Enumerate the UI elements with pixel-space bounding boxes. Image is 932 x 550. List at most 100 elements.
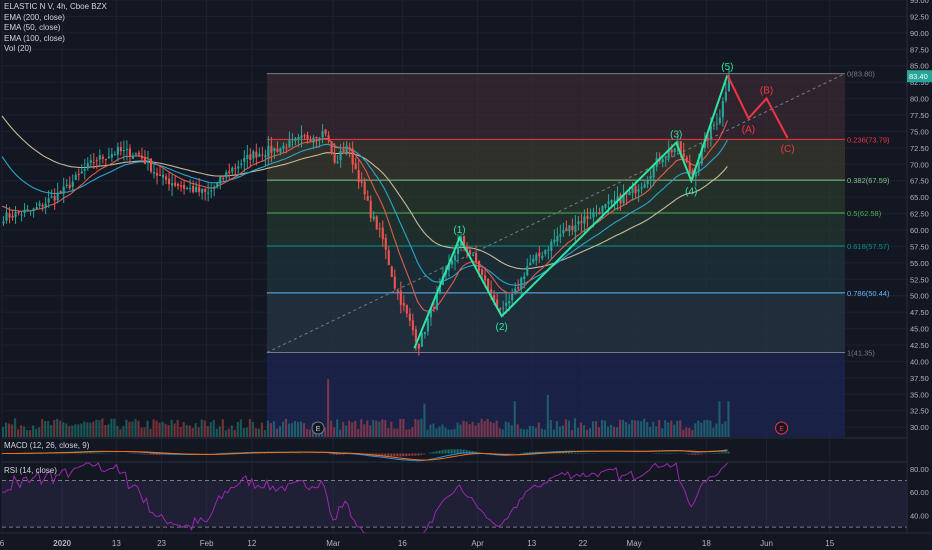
macd-histogram-bar — [74, 452, 77, 454]
volume-bar — [47, 421, 50, 437]
candle-body — [240, 163, 243, 165]
macd-histogram-bar — [95, 452, 98, 454]
volume-bar — [423, 403, 426, 437]
macd-histogram-bar — [721, 452, 724, 454]
candle-body — [339, 150, 342, 161]
macd-histogram-bar — [137, 453, 140, 455]
volume-bar — [182, 422, 185, 437]
rsi-pane — [2, 461, 907, 534]
volume-bar — [619, 419, 622, 437]
volume-bar — [426, 429, 429, 437]
candle-body — [490, 289, 493, 294]
volume-bar — [516, 424, 519, 437]
volume-bar — [44, 420, 47, 437]
candle-body — [366, 196, 369, 201]
candle-body — [535, 254, 538, 261]
candle-body — [35, 207, 38, 209]
volume-bar — [221, 419, 224, 437]
candle-body — [481, 269, 484, 275]
legend-ema200[interactable]: EMA (200, close) — [4, 12, 65, 22]
macd-histogram-bar — [694, 453, 697, 456]
volume-bar — [351, 422, 354, 437]
volume-bar — [26, 430, 29, 437]
candle-body — [297, 136, 300, 140]
candle-body — [646, 179, 649, 185]
fib-band — [266, 245, 845, 293]
candle-body — [429, 308, 432, 318]
volume-bar — [257, 428, 260, 437]
volume-bar — [269, 423, 272, 437]
candle-body — [276, 148, 279, 152]
volume-bar — [125, 419, 128, 437]
price-tick-label: 80.00 — [910, 95, 929, 104]
volume-bar — [242, 428, 245, 437]
earnings-marker — [775, 421, 789, 435]
candle-body — [273, 148, 276, 151]
candle-body — [152, 172, 156, 174]
candle-body — [393, 276, 396, 289]
candle-body — [143, 157, 147, 164]
legend-ema50[interactable]: EMA (50, close) — [4, 23, 61, 32]
candle-body — [315, 136, 318, 139]
macd-histogram-bar — [441, 450, 444, 454]
candles — [2, 67, 730, 356]
chart-title: ELASTIC N V, 4h, Cboe BZX — [4, 2, 107, 11]
volume-bar — [248, 418, 251, 437]
candle-body — [125, 149, 128, 151]
candle-body — [592, 212, 595, 218]
candle-body — [44, 203, 47, 208]
candle-body — [493, 295, 496, 301]
earnings-marker-label: E — [316, 426, 321, 433]
candle-body — [249, 154, 252, 161]
candle-body — [718, 117, 721, 124]
volume-bar — [56, 418, 59, 437]
volume-bar — [215, 428, 218, 437]
volume-bar — [375, 420, 378, 437]
legend-ema100[interactable]: EMA (100, close) — [4, 33, 65, 43]
macd-label[interactable]: MACD (12, 26, close, 9) — [4, 441, 90, 450]
candle-body — [487, 278, 490, 291]
volume-bar — [131, 421, 134, 437]
candle-body — [589, 217, 592, 219]
candle-body — [29, 210, 32, 212]
candle-body — [80, 171, 83, 174]
macd-histogram-bar — [83, 452, 86, 454]
candle-body — [285, 147, 288, 149]
candle-body — [604, 204, 607, 208]
wave-label: (4) — [685, 187, 697, 198]
volume-bar — [709, 420, 712, 437]
candle-body — [469, 250, 472, 255]
candle-body — [146, 160, 150, 163]
volume-bar — [357, 428, 360, 437]
price-tick-label: 95.00 — [910, 0, 929, 5]
candle-body — [243, 157, 246, 162]
candle-body — [514, 288, 517, 294]
wave-label: (3) — [670, 130, 682, 141]
candle-body — [345, 145, 348, 153]
volume-bar — [531, 426, 534, 437]
candle-body — [228, 171, 231, 174]
candle-body — [168, 178, 171, 185]
candle-body — [664, 156, 667, 159]
candle-body — [180, 185, 183, 187]
candle-body — [496, 299, 499, 307]
macd-histogram-bar — [384, 453, 387, 457]
volume-bar — [691, 429, 694, 437]
volume-bar — [643, 418, 646, 437]
macd-histogram-bar — [718, 452, 721, 454]
volume-bar — [342, 421, 345, 437]
macd-histogram-bar — [432, 452, 435, 454]
candle-body — [462, 236, 466, 246]
macd-histogram-bar — [98, 452, 101, 454]
rsi-label[interactable]: RSI (14, close) — [4, 466, 57, 475]
volume-bar — [628, 424, 631, 437]
candle-body — [511, 293, 514, 301]
volume-bar — [372, 419, 375, 437]
volume-bar — [83, 421, 86, 437]
legend-vol[interactable]: Vol (20) — [4, 44, 32, 53]
price-tick-label: 72.50 — [910, 144, 929, 153]
volume-bar — [420, 418, 423, 437]
macd-histogram-bar — [378, 453, 381, 457]
fib-level-label: 0.618(57.57) — [847, 242, 890, 251]
